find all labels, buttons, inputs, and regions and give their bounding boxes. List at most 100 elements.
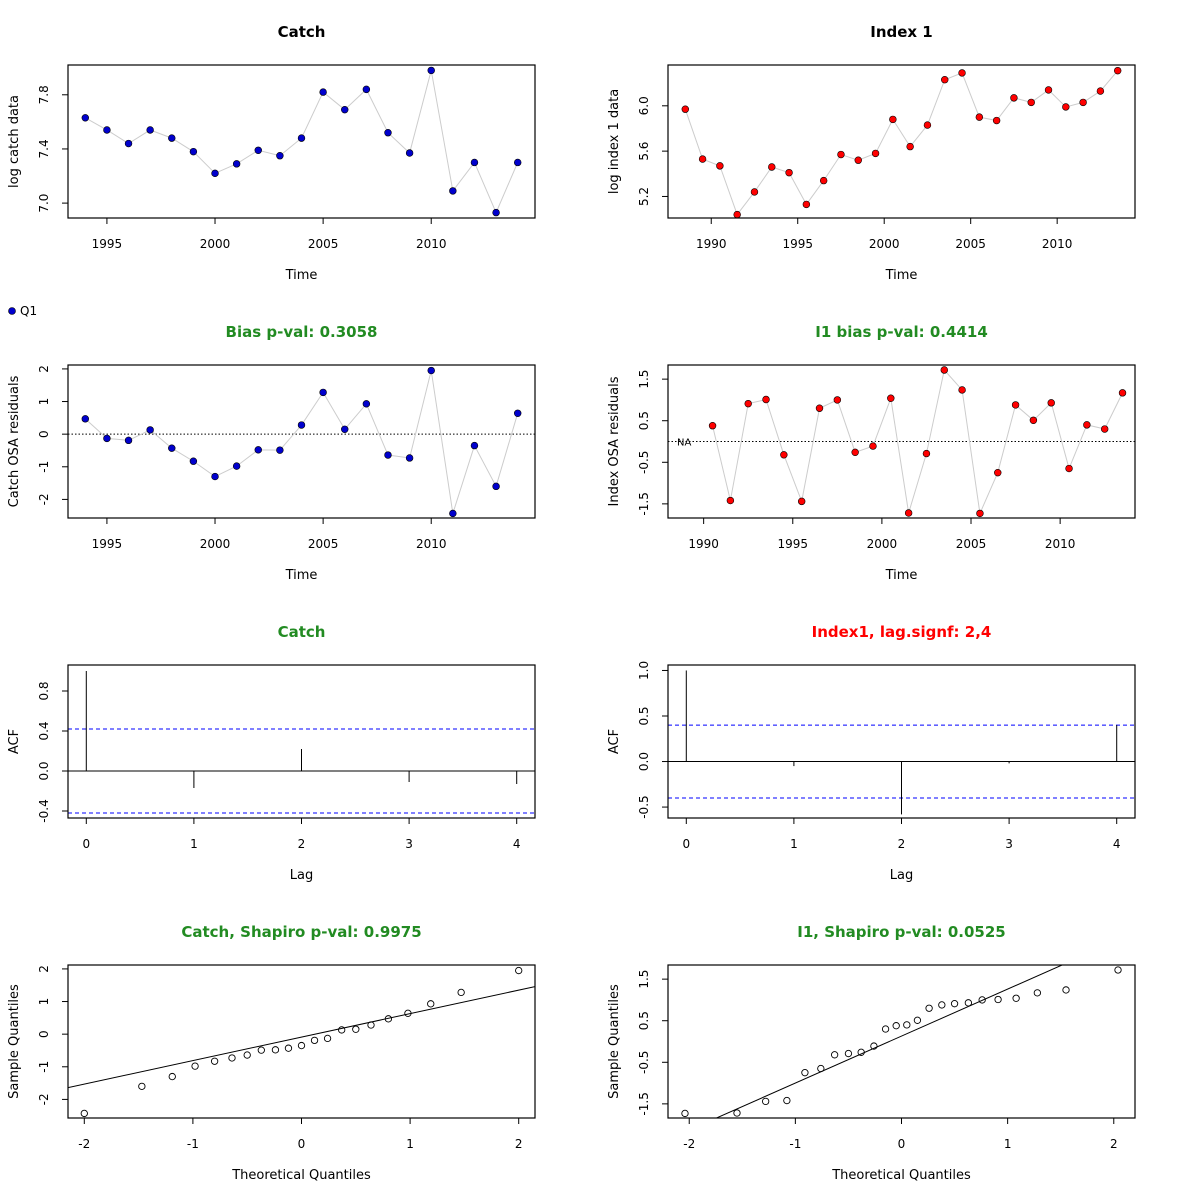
index-qq-point	[1062, 986, 1070, 994]
index-data-point	[802, 200, 811, 209]
index-resid-point	[780, 451, 788, 459]
legend-marker-q1	[8, 307, 16, 315]
catch-data-xtick-label: 1995	[92, 237, 123, 251]
index-data-point	[1096, 87, 1105, 95]
catch-resid-ylabel: Catch OSA residuals	[7, 375, 22, 507]
index-resid-ytick-label: -1.5	[637, 492, 651, 515]
catch-qq-panel: Catch, Shapiro p-val: 0.9975 Theoretical …	[7, 923, 536, 1183]
index-data-ytick-label: 5.2	[637, 187, 651, 206]
index-resid-xtick-label: 1990	[688, 537, 719, 551]
catch-acf-xtick-label: 2	[298, 837, 306, 851]
index-qq-ytick-label: 1.5	[637, 970, 651, 989]
index-resid-xtick-label: 2010	[1045, 537, 1076, 551]
catch-qq-xtick-label: -2	[78, 1137, 90, 1151]
index-acf-xtick-label: 4	[1113, 837, 1121, 851]
index-acf-ylabel: ACF	[607, 729, 622, 754]
catch-resid-ytick-label: 0	[37, 430, 51, 438]
index-qq-point	[978, 996, 986, 1004]
index-qq-point	[870, 1042, 878, 1050]
index-data-ylabel: log index 1 data	[607, 89, 622, 194]
index-qq-title: I1, Shapiro p-val: 0.0525	[797, 923, 1005, 941]
catch-qq-xtick-label: 1	[406, 1137, 414, 1151]
index-data-point	[871, 149, 880, 158]
catch-resid-point	[514, 409, 522, 417]
index-data-xtick-label: 2010	[1042, 237, 1073, 251]
catch-qq-point	[243, 1051, 251, 1059]
index-data-point	[923, 121, 932, 129]
index-qq-point	[1033, 989, 1042, 997]
catch-resid-xtick-label: 2005	[308, 537, 339, 551]
index-resid-ytick-label: 1.5	[637, 370, 651, 389]
index-qq-xtick-label: 2	[1110, 1137, 1118, 1151]
catch-data-point	[319, 88, 327, 96]
index-acf-xtick-label: 1	[790, 837, 798, 851]
index-data-point	[837, 150, 845, 159]
index-resid-point	[1011, 401, 1020, 409]
index-data-connector	[684, 70, 1119, 216]
catch-resid-point	[297, 421, 306, 429]
index-qq-ytick-label: 0.5	[637, 1011, 651, 1030]
index-data-point	[1062, 103, 1070, 111]
index-qq-point	[733, 1109, 741, 1117]
index-acf-ytick-label: 0.0	[637, 752, 651, 771]
catch-acf-title: Catch	[278, 623, 326, 641]
index-resid-point	[744, 399, 752, 408]
legend-label-q1: Q1	[20, 304, 37, 318]
catch-acf-frame	[67, 664, 536, 819]
catch-resid-point	[427, 366, 435, 375]
catch-data-point	[384, 128, 392, 137]
index-qq-point	[1012, 994, 1020, 1002]
index-data-point	[1044, 86, 1053, 94]
catch-resid-title: Bias p-val: 0.3058	[226, 323, 378, 341]
catch-resid-point	[103, 434, 111, 443]
catch-qq-point	[297, 1041, 306, 1050]
catch-data-point	[211, 169, 219, 178]
index-acf-ytick-label: -0.5	[637, 795, 651, 818]
index-data-point	[768, 163, 776, 171]
index-resid-panel: I1 bias p-val: 0.4414 Time Index OSA resid…	[607, 323, 1136, 583]
catch-data-point	[362, 85, 371, 94]
catch-qq-point	[228, 1054, 236, 1062]
index-resid-xtick-label: 1995	[777, 537, 808, 551]
catch-qq-point	[323, 1034, 332, 1043]
index-data-frame	[667, 64, 1136, 219]
index-qq-point	[950, 1000, 959, 1008]
index-data-point	[992, 116, 1001, 125]
index-data-point	[1079, 98, 1087, 107]
catch-qq-ytick-label: 0	[37, 1030, 51, 1038]
catch-data-ytick-label: 7.4	[37, 139, 51, 158]
index-resid-frame	[667, 364, 1136, 519]
index-qq-ytick-label: -1.5	[637, 1092, 651, 1115]
index-qq-frame	[667, 964, 1136, 1119]
index-data-point	[941, 76, 949, 84]
index-data-ytick-label: 6.0	[637, 96, 651, 115]
index-resid-point	[833, 396, 842, 404]
catch-resid-point	[341, 425, 349, 433]
index-data-point	[681, 105, 689, 113]
catch-resid-ytick-label: -2	[37, 493, 51, 505]
catch-data-point	[297, 134, 306, 142]
catch-qq-point	[352, 1025, 360, 1033]
index-qq-xtick-label: 1	[1004, 1137, 1012, 1151]
catch-data-xtick-label: 2005	[308, 237, 339, 251]
index-qq-point	[964, 999, 973, 1007]
index-data-plot-area	[684, 70, 1119, 216]
index-qq-point	[994, 995, 1002, 1004]
index-resid-point	[940, 366, 948, 374]
index-resid-point	[958, 386, 966, 394]
catch-qq-point	[191, 1062, 199, 1070]
catch-acf-ytick-label: -0.4	[37, 799, 51, 822]
index-qq-xtick-label: 0	[898, 1137, 906, 1151]
index-resid-point	[797, 497, 806, 506]
catch-qq-point	[404, 1009, 412, 1017]
catch-data-point	[341, 105, 349, 114]
catch-qq-point	[367, 1021, 375, 1029]
catch-qq-plot-area	[68, 986, 535, 1089]
catch-data-xlabel: Time	[285, 268, 318, 283]
catch-resid-xtick-label: 2010	[416, 537, 447, 551]
catch-acf-xlabel: Lag	[290, 868, 313, 883]
index-qq-point	[925, 1004, 933, 1012]
index-resid-point	[851, 448, 859, 457]
catch-acf-ytick-label: 0.8	[37, 681, 51, 700]
catch-resid-frame	[67, 364, 536, 519]
